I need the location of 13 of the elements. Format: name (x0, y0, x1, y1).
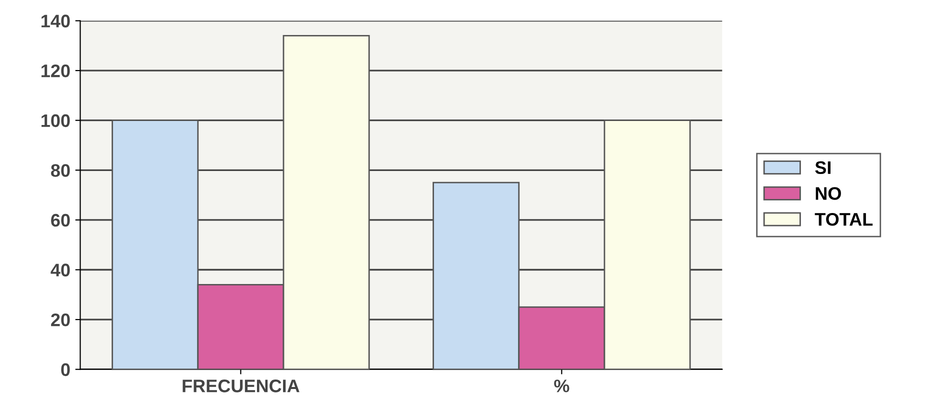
legend-label: NO (816, 187, 841, 200)
y-tick-label: 0 (61, 363, 70, 376)
y-tick-label: 60 (51, 214, 70, 227)
y-tick-label: 120 (42, 64, 70, 78)
y-tick-label: 140 (42, 14, 70, 28)
legend-label: SI (815, 161, 830, 174)
x-tick-label: % (554, 380, 570, 392)
x-tick-label: FRECUENCIA (182, 380, 300, 392)
y-tick-label: 80 (51, 164, 70, 177)
y-tick-label: 100 (42, 114, 70, 128)
y-tick-label: 40 (50, 264, 70, 276)
legend-label: TOTAL (814, 212, 873, 226)
y-tick-label: 20 (51, 313, 70, 326)
